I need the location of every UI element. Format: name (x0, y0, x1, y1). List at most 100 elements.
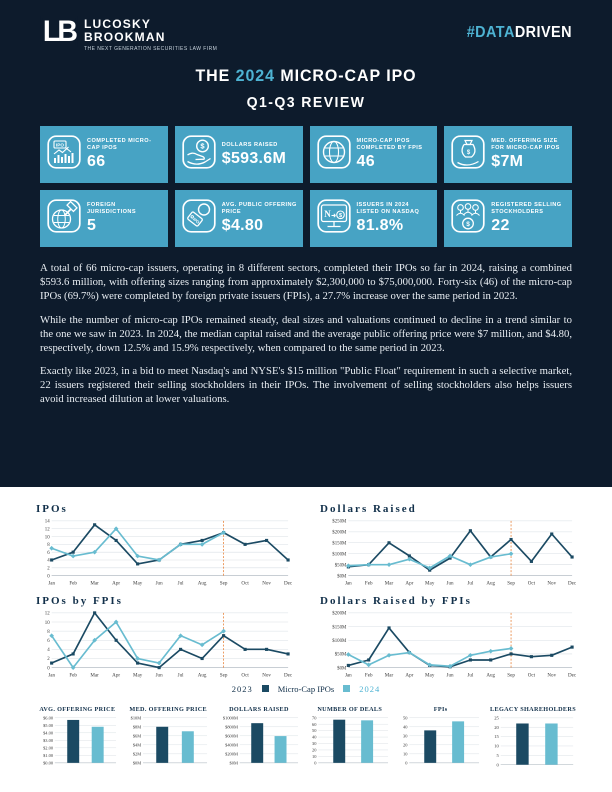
stat-value: 22 (491, 217, 510, 235)
svg-text:$5.00: $5.00 (43, 723, 54, 728)
svg-text:30: 30 (403, 733, 408, 738)
header: LB LUCOSKY BROOKMAN THE NEXT GENERATION … (40, 16, 572, 52)
stat-value: $593.6M (221, 149, 287, 167)
stat-card-4: $ MED. OFFERING SIZE FOR MICRO-CAP IPOS $7… (444, 126, 572, 184)
body-paragraphs: A total of 66 micro-cap issuers, operati… (40, 261, 572, 406)
legend-2024-label: 2024 (359, 683, 381, 694)
stat-value: $4.80 (221, 217, 264, 235)
hand-bag-icon: $ (451, 135, 485, 169)
title-line2: Q1-Q3 REVIEW (246, 94, 366, 112)
chart-canvas: $0M $50M $100M $150M $200M Jan Feb Mar Apr May Jun… (332, 612, 576, 679)
title-line1: THE 2024 MICRO-CAP IPO (56, 66, 556, 86)
svg-text:$0M: $0M (133, 760, 141, 765)
chart-title: LEGACY SHAREHOLDERS (489, 705, 576, 713)
svg-text:Aug: Aug (486, 673, 495, 679)
stat-card-7: N $ ISSUERS IN 2024 LISTED ON NASDAQ 81.8% (309, 190, 438, 248)
chart-title: IPOs by FPIs (36, 595, 123, 608)
svg-text:Mar: Mar (385, 673, 394, 679)
svg-text:$4M: $4M (133, 742, 141, 747)
stat-value: $7M (491, 153, 524, 171)
charts-section: IPOs 0 2 4 6 8 10 12 14 Jan Feb Mar Apr May Jun Jul Aug S… (0, 487, 612, 773)
firm-tagline: THE NEXT GENERATION SECURITIES LAW FIRM (84, 46, 218, 53)
paragraph-1: A total of 66 micro-cap issuers, operati… (40, 262, 572, 303)
hashtag-data: DATA (475, 24, 515, 41)
svg-text:10: 10 (312, 754, 317, 759)
chart-title: MED. OFFERING PRICE (129, 705, 208, 713)
svg-text:Jan: Jan (345, 580, 352, 586)
svg-text:10: 10 (45, 535, 50, 540)
svg-text:Sep: Sep (507, 673, 515, 679)
svg-text:8: 8 (47, 543, 50, 548)
svg-text:Jul: Jul (178, 673, 185, 679)
svg-text:Feb: Feb (69, 673, 77, 679)
legend-2023-swatch (261, 685, 269, 693)
svg-text:$: $ (200, 142, 205, 151)
stat-card-5: FOREIGN JURISDICTIONS 5 (40, 190, 168, 248)
chart-title: NUMBER OF DEALS (317, 705, 383, 713)
chart-title: FPIs (433, 705, 448, 713)
stat-value: 81.8% (356, 217, 404, 235)
svg-text:Feb: Feb (69, 580, 77, 586)
svg-text:$6.00: $6.00 (43, 715, 54, 720)
hand-dollar-icon: $ (182, 135, 216, 169)
line-chart-1: IPOs 0 2 4 6 8 10 12 14 Jan Feb Mar Apr May Jun Jul Aug S… (36, 503, 292, 587)
legend-2024-swatch (343, 685, 351, 693)
svg-text:Mar: Mar (385, 580, 394, 586)
svg-text:May: May (425, 673, 435, 679)
svg-text:Apr: Apr (112, 673, 120, 679)
svg-text:$600M: $600M (225, 733, 238, 738)
svg-text:$3.00: $3.00 (43, 738, 54, 743)
paragraph-3: Exactly like 2023, in a bid to meet Nasd… (40, 364, 572, 406)
stat-card-text: MICRO-CAP IPOS COMPLETED BY FPIS 46 (357, 138, 433, 172)
svg-text:Jun: Jun (156, 580, 164, 586)
svg-text:May: May (425, 580, 435, 586)
svg-text:Jun: Jun (156, 673, 164, 679)
svg-text:$2.00: $2.00 (43, 745, 54, 750)
stat-card-text: ISSUERS IN 2024 LISTED ON NASDAQ 81.8% (357, 202, 433, 236)
hashtag-driven: DRIVEN (514, 24, 572, 41)
report-title: THE 2024 MICRO-CAP IPO Q1-Q3 REVIEW (40, 66, 572, 111)
svg-text:Jun: Jun (447, 673, 455, 679)
svg-text:Apr: Apr (112, 580, 120, 586)
svg-text:Oct: Oct (241, 580, 249, 586)
svg-text:Mar: Mar (90, 673, 99, 679)
svg-text:$0.00: $0.00 (43, 760, 54, 765)
svg-text:$0M: $0M (337, 667, 347, 672)
svg-text:20: 20 (494, 725, 499, 730)
svg-text:40: 40 (403, 724, 408, 729)
chart-canvas: 0 2 4 6 8 10 12 Jan Feb Mar Apr May Jun Jul Aug Sep Oct N… (45, 611, 292, 679)
chart-canvas: 0 2 4 6 8 10 12 14 Jan Feb Mar Apr May Jun Jul Aug Sep Oc… (45, 520, 292, 587)
title-post: MICRO-CAP IPO (274, 66, 417, 86)
svg-text:Sep: Sep (507, 580, 515, 586)
svg-text:6: 6 (47, 551, 50, 556)
svg-text:Dec: Dec (568, 673, 576, 679)
svg-text:May: May (133, 580, 143, 586)
chart-canvas: $0M $50M $100M $150M $200M $250M Jan Feb Mar Apr M… (332, 520, 576, 587)
svg-text:Jan: Jan (48, 673, 55, 679)
bar-chart-6: LEGACY SHAREHOLDERS 0 5 10 15 20 25 (490, 706, 576, 772)
stat-label: MED. OFFERING SIZE FOR MICRO-CAP IPOS (491, 137, 560, 152)
stat-card-text: DOLLARS RAISED $593.6M (222, 142, 286, 168)
chart-title: AVG. OFFERING PRICE (39, 705, 116, 713)
datadriven-hashtag: #DATADRIVEN (467, 16, 572, 42)
svg-text:60: 60 (312, 721, 317, 726)
svg-text:$400M: $400M (225, 742, 238, 747)
svg-text:Aug: Aug (198, 673, 207, 679)
stat-card-2: $ DOLLARS RAISED $593.6M (174, 126, 303, 184)
stat-value: 46 (356, 153, 375, 171)
svg-text:$100M: $100M (332, 552, 347, 557)
svg-text:2: 2 (47, 567, 50, 572)
svg-text:$10M: $10M (130, 715, 141, 720)
svg-text:12: 12 (45, 527, 50, 532)
chart-title: Dollars Raised by FPIs (320, 595, 472, 608)
paragraph-2: While the number of micro-cap IPOs remai… (40, 313, 572, 354)
stat-label: REGISTERED SELLING STOCKHOLDERS (491, 201, 562, 216)
svg-text:Oct: Oct (528, 673, 536, 679)
svg-text:N: N (324, 209, 331, 219)
svg-text:Sep: Sep (220, 673, 228, 679)
chart-canvas: $0.00 $1.00 $2.00 $3.00 $4.00 $5.00 $6.00 (43, 715, 117, 765)
stat-card-text: REGISTERED SELLING STOCKHOLDERS 22 (491, 202, 567, 236)
svg-text:IPO: IPO (56, 142, 64, 147)
line-charts-grid: IPOs 0 2 4 6 8 10 12 14 Jan Feb Mar Apr May Jun Jul Aug S… (36, 503, 576, 680)
